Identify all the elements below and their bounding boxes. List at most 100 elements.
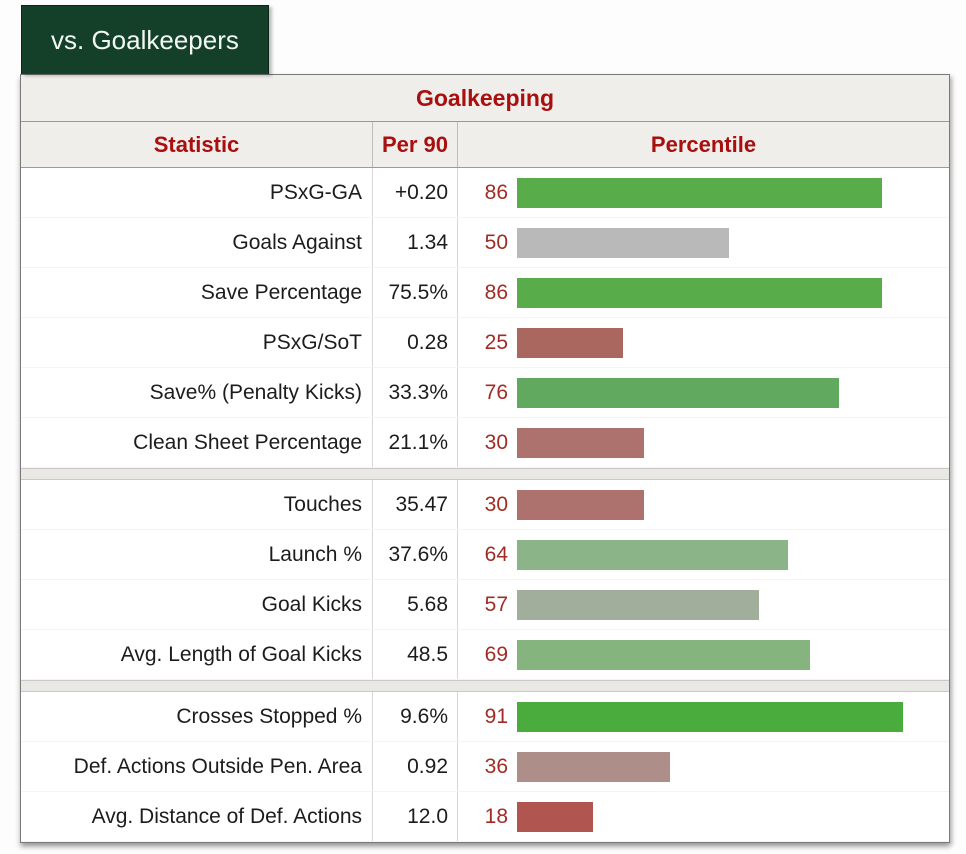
per90-value: 33.3% — [373, 368, 458, 417]
percentile-bar — [517, 377, 840, 408]
percentile-value: 25 — [484, 330, 508, 354]
table-row: Launch % 37.6% 64 — [21, 530, 949, 580]
column-header-percentile: Percentile — [650, 131, 757, 157]
column-header-statistic: Statistic — [21, 122, 373, 167]
percentile-value: 76 — [484, 380, 508, 404]
percentile-bar — [517, 751, 670, 782]
stat-label: PSxG/SoT — [21, 318, 373, 367]
percentile-value: 91 — [484, 704, 508, 728]
stat-label: Touches — [21, 480, 373, 529]
percentile-cell: 57 — [458, 580, 949, 629]
percentile-bar — [517, 639, 810, 670]
percentile-value: 69 — [484, 642, 508, 666]
percentile-bar — [517, 227, 729, 258]
percentile-bar-track — [517, 427, 941, 458]
percentile-cell: 30 — [458, 480, 949, 529]
percentile-bar — [517, 539, 789, 570]
stat-label: PSxG-GA — [21, 168, 373, 217]
per90-value: 1.34 — [373, 218, 458, 267]
percentile-bar-track — [517, 327, 941, 358]
table-body: PSxG-GA +0.20 86 Goals Against 1.34 50 Save Pe… — [21, 168, 949, 842]
percentile-value: 64 — [484, 542, 508, 566]
percentile-bar — [517, 801, 594, 832]
percentile-value: 30 — [484, 492, 508, 516]
stat-label: Save% (Penalty Kicks) — [21, 368, 373, 417]
table-header-row: Statistic Per 90 Percentile — [21, 122, 949, 168]
percentile-cell: 86 — [458, 268, 949, 317]
percentile-value: 86 — [484, 180, 508, 204]
tab-vs-goalkeepers[interactable]: vs. Goalkeepers — [21, 5, 269, 74]
percentile-bar-track — [517, 377, 941, 408]
percentile-bar — [517, 277, 882, 308]
stat-label: Launch % — [21, 530, 373, 579]
percentile-value: 86 — [484, 280, 508, 304]
table-row: PSxG-GA +0.20 86 — [21, 168, 949, 218]
column-header-per90: Per 90 — [373, 122, 458, 167]
percentile-bar — [517, 589, 759, 620]
percentile-cell: 76 — [458, 368, 949, 417]
percentile-cell: 69 — [458, 630, 949, 679]
stat-label: Clean Sheet Percentage — [21, 418, 373, 467]
percentile-cell: 18 — [458, 792, 949, 841]
per90-value: +0.20 — [373, 168, 458, 217]
goalkeeping-table: Goalkeeping Statistic Per 90 Percentile … — [20, 74, 950, 843]
percentile-bar-track — [517, 701, 941, 732]
table-row: Avg. Distance of Def. Actions 12.0 18 — [21, 792, 949, 842]
stat-label: Crosses Stopped % — [21, 692, 373, 741]
per90-value: 12.0 — [373, 792, 458, 841]
percentile-bar-track — [517, 177, 941, 208]
table-row: Crosses Stopped % 9.6% 91 — [21, 692, 949, 742]
percentile-bar — [517, 489, 645, 520]
percentile-bar-track — [517, 589, 941, 620]
table-row: Clean Sheet Percentage 21.1% 30 — [21, 418, 949, 468]
percentile-cell: 30 — [458, 418, 949, 467]
percentile-value: 57 — [484, 592, 508, 616]
stat-label: Goals Against — [21, 218, 373, 267]
table-title: Goalkeeping — [21, 75, 949, 122]
table-row: Avg. Length of Goal Kicks 48.5 69 — [21, 630, 949, 680]
per90-value: 0.92 — [373, 742, 458, 791]
stat-label: Save Percentage — [21, 268, 373, 317]
table-row: Save Percentage 75.5% 86 — [21, 268, 949, 318]
percentile-bar-track — [517, 639, 941, 670]
per90-value: 37.6% — [373, 530, 458, 579]
percentile-bar — [517, 177, 882, 208]
per90-value: 0.28 — [373, 318, 458, 367]
percentile-bar-track — [517, 751, 941, 782]
percentile-value: 30 — [484, 430, 508, 454]
percentile-cell: 86 — [458, 168, 949, 217]
percentile-bar-track — [517, 277, 941, 308]
percentile-cell: 91 — [458, 692, 949, 741]
per90-value: 48.5 — [373, 630, 458, 679]
percentile-cell: 64 — [458, 530, 949, 579]
stat-label: Def. Actions Outside Pen. Area — [21, 742, 373, 791]
section-divider — [21, 468, 949, 480]
stat-label: Avg. Distance of Def. Actions — [21, 792, 373, 841]
table-row: Save% (Penalty Kicks) 33.3% 76 — [21, 368, 949, 418]
stat-label: Goal Kicks — [21, 580, 373, 629]
percentile-cell: 36 — [458, 742, 949, 791]
section-divider — [21, 680, 949, 692]
stat-label: Avg. Length of Goal Kicks — [21, 630, 373, 679]
percentile-bar-track — [517, 227, 941, 258]
table-row: Goals Against 1.34 50 — [21, 218, 949, 268]
percentile-bar-track — [517, 539, 941, 570]
percentile-bar-track — [517, 801, 941, 832]
percentile-bar-track — [517, 489, 941, 520]
percentile-cell: 50 — [458, 218, 949, 267]
percentile-value: 18 — [484, 804, 508, 828]
per90-value: 5.68 — [373, 580, 458, 629]
percentile-bar — [517, 327, 623, 358]
per90-value: 75.5% — [373, 268, 458, 317]
percentile-bar — [517, 427, 645, 458]
table-row: Def. Actions Outside Pen. Area 0.92 36 — [21, 742, 949, 792]
percentile-value: 36 — [484, 754, 508, 778]
per90-value: 21.1% — [373, 418, 458, 467]
table-row: Goal Kicks 5.68 57 — [21, 580, 949, 630]
table-row: Touches 35.47 30 — [21, 480, 949, 530]
percentile-bar — [517, 701, 903, 732]
per90-value: 35.47 — [373, 480, 458, 529]
table-row: PSxG/SoT 0.28 25 — [21, 318, 949, 368]
percentile-cell: 25 — [458, 318, 949, 367]
per90-value: 9.6% — [373, 692, 458, 741]
